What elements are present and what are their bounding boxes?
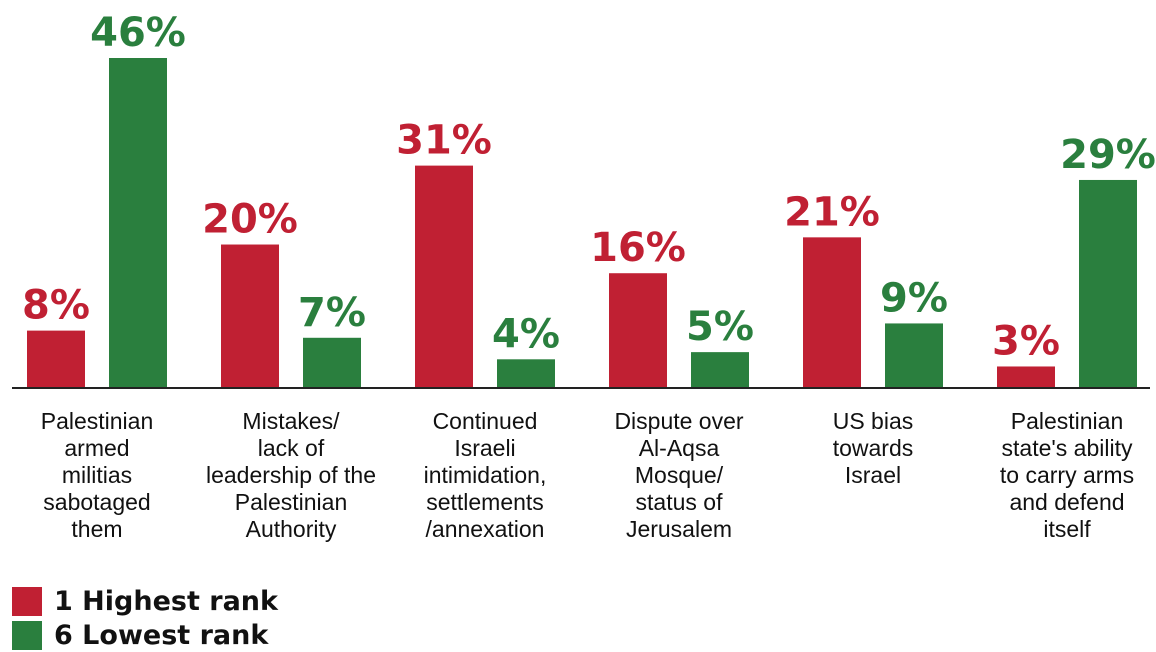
- bar-lowest-1: [303, 337, 361, 388]
- bar-highest-1: [221, 244, 279, 388]
- bar-lowest-0: [109, 58, 167, 388]
- bar-highest-5: [997, 366, 1055, 388]
- legend-swatch-lowest: [12, 620, 42, 650]
- bar-lowest-4: [885, 323, 943, 388]
- category-label-4: US bias towards Israel: [833, 408, 914, 488]
- category-labels-group: Palestinian armed militias sabotaged them Mis…: [41, 408, 1134, 542]
- legend-item-lowest: 6 Lowest rank: [12, 618, 278, 652]
- category-label-2: Continued Israeli intimidation, settlements…: [424, 408, 547, 542]
- legend: 1 Highest rank 6 Lowest rank: [12, 584, 278, 652]
- bar-highest-3: [609, 273, 667, 388]
- category-label-1: Mistakes/lack of leadership of the Palesti…: [206, 408, 376, 542]
- legend-label-lowest: 6 Lowest rank: [54, 619, 269, 651]
- bar-highest-4: [803, 237, 861, 388]
- data-label-lowest-2: 4%: [492, 311, 560, 357]
- bar-lowest-2: [497, 359, 555, 388]
- category-label-0: Palestinian armed militias sabotaged them: [41, 408, 154, 542]
- bar-lowest-5: [1079, 179, 1137, 388]
- data-label-lowest-0: 46%: [90, 10, 186, 56]
- data-label-lowest-3: 5%: [686, 304, 754, 350]
- data-label-highest-0: 8%: [22, 283, 90, 329]
- data-label-lowest-4: 9%: [880, 275, 948, 321]
- data-label-lowest-1: 7%: [298, 290, 366, 336]
- data-label-highest-2: 31%: [396, 118, 492, 164]
- category-label-3: Dispute over Al-Aqsa Mosque/status of Jerus…: [614, 408, 743, 542]
- data-label-highest-3: 16%: [590, 225, 686, 271]
- bar-chart: 8% 46% 20% 7% 31% 4% 16%5% 21%9% 3% 29% Palestini…: [12, 10, 1156, 542]
- bars-group: 8% 46% 20% 7% 31% 4% 16%5% 21%9% 3% 29%: [22, 10, 1156, 388]
- data-label-highest-4: 21%: [784, 189, 880, 235]
- legend-swatch-highest: [12, 586, 42, 616]
- data-label-highest-1: 20%: [202, 197, 298, 243]
- bar-lowest-3: [691, 352, 749, 388]
- legend-item-highest: 1 Highest rank: [12, 584, 278, 618]
- bar-highest-2: [415, 165, 473, 388]
- data-label-lowest-5: 29%: [1060, 132, 1156, 178]
- legend-label-highest: 1 Highest rank: [54, 585, 278, 617]
- category-label-5: Palestinian state's ability to carry arms a…: [1000, 408, 1134, 542]
- bar-highest-0: [27, 330, 85, 388]
- data-label-highest-5: 3%: [992, 318, 1060, 364]
